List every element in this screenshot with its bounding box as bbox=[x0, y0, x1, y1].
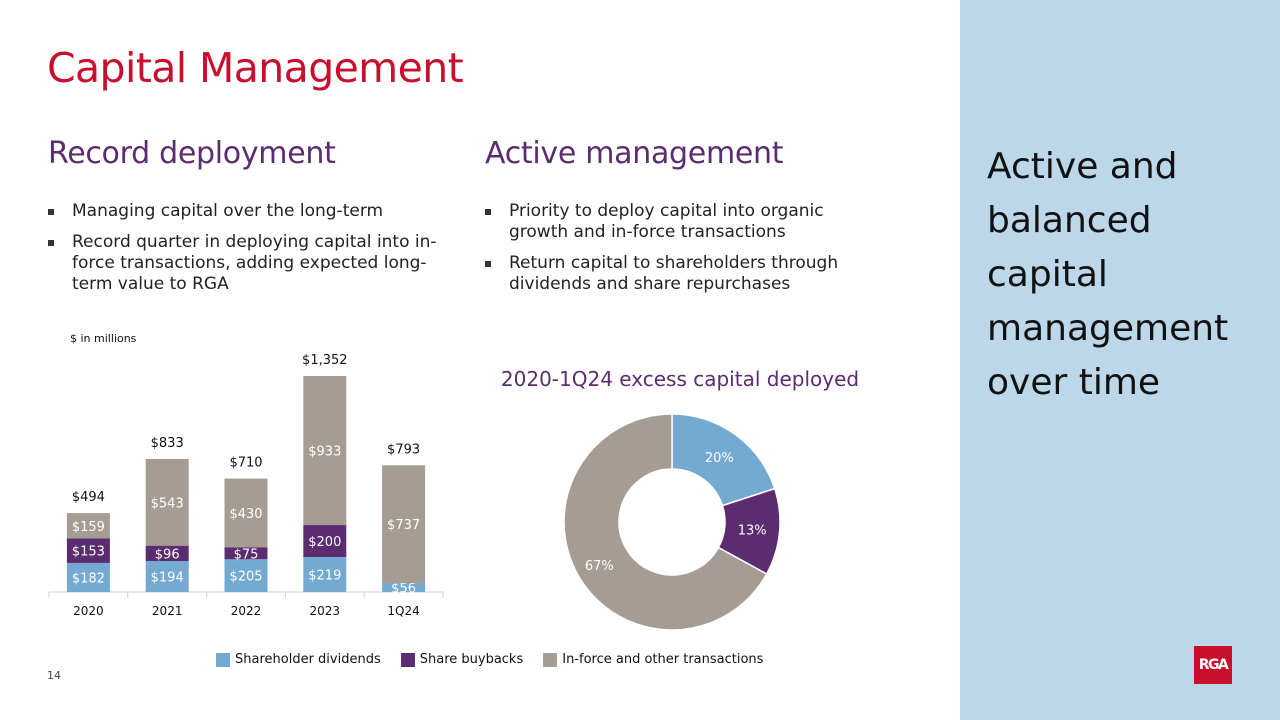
x-tick-label: 1Q24 bbox=[387, 604, 419, 618]
bar-segment bbox=[303, 376, 347, 526]
list-item: Priority to deploy capital into organic … bbox=[485, 201, 885, 243]
bar-data-label: $182 bbox=[72, 571, 105, 586]
bar-segment bbox=[66, 538, 110, 563]
donut-slice-label: 20% bbox=[705, 451, 734, 466]
bar-data-label: $430 bbox=[229, 507, 262, 522]
legend-item-inforce: In-force and other transactions bbox=[543, 652, 763, 667]
side-panel bbox=[960, 0, 1280, 720]
list-item: Record quarter in deploying capital into… bbox=[48, 232, 453, 295]
stacked-bar-chart: $182 $153 $159 $494 2020 $194 $96 $543 $833 2021 $… bbox=[48, 353, 444, 618]
bar-segment bbox=[224, 478, 268, 548]
donut-slice bbox=[671, 413, 776, 507]
x-tick-label: 2021 bbox=[152, 604, 183, 618]
legend-swatch bbox=[216, 652, 230, 667]
bullet-square-icon bbox=[485, 261, 491, 267]
bar-total-label: $833 bbox=[151, 436, 184, 451]
bar-data-label: $219 bbox=[308, 569, 341, 584]
donut-slice bbox=[563, 413, 768, 631]
bar-total-label: $494 bbox=[72, 490, 105, 505]
legend-label: Shareholder dividends bbox=[235, 652, 381, 667]
bullet-text: Managing capital over the long-term bbox=[72, 201, 384, 221]
legend-swatch bbox=[400, 652, 415, 667]
page-title: Capital Management bbox=[47, 44, 464, 92]
bullet-text: Return capital to shareholders through d… bbox=[509, 253, 839, 294]
bar-data-label: $153 bbox=[72, 545, 105, 560]
list-item: Return capital to shareholders through d… bbox=[485, 253, 885, 295]
bar-segment bbox=[224, 559, 268, 592]
bar-segment bbox=[382, 583, 426, 592]
chart-legend: Shareholder dividends Share buybacks In-… bbox=[216, 652, 763, 667]
bullet-text: Priority to deploy capital into organic … bbox=[509, 201, 824, 242]
x-tick-label: 2020 bbox=[73, 604, 104, 618]
bar-data-label: $194 bbox=[151, 571, 184, 586]
bar-data-label: $75 bbox=[234, 547, 259, 562]
middle-heading: Active management bbox=[485, 136, 784, 171]
units-label: $ in millions bbox=[70, 332, 137, 345]
bar-segment bbox=[145, 545, 189, 562]
bar-segment bbox=[145, 561, 189, 592]
bar-segment bbox=[303, 557, 347, 592]
donut-slice-label: 67% bbox=[585, 559, 614, 574]
bar-total-label: $793 bbox=[387, 442, 420, 457]
left-bullet-list: Managing capital over the long-term Reco… bbox=[48, 201, 453, 305]
bar-segment bbox=[66, 562, 110, 592]
bullet-square-icon bbox=[48, 209, 54, 215]
page-number: 14 bbox=[47, 669, 61, 682]
list-item: Managing capital over the long-term bbox=[48, 201, 453, 222]
legend-item-buybacks: Share buybacks bbox=[400, 652, 524, 667]
bar-segment bbox=[145, 458, 189, 546]
bar-segment bbox=[382, 465, 426, 584]
bar-data-label: $56 bbox=[391, 582, 416, 597]
legend-label: Share buybacks bbox=[419, 652, 524, 667]
bar-segment bbox=[224, 547, 268, 560]
bar-total-label: $1,352 bbox=[302, 353, 348, 368]
bar-total-label: $710 bbox=[229, 456, 262, 471]
left-heading: Record deployment bbox=[48, 136, 336, 171]
bullet-square-icon bbox=[48, 240, 54, 246]
bullet-square-icon bbox=[485, 209, 491, 215]
bar-data-label: $200 bbox=[308, 535, 341, 550]
side-panel-text: Active and balanced capital management o… bbox=[987, 146, 1229, 403]
legend-label: In-force and other transactions bbox=[562, 652, 764, 667]
bar-data-label: $159 bbox=[72, 520, 105, 535]
rga-logo: RGA bbox=[1194, 646, 1232, 684]
pie-chart-title: 2020-1Q24 excess capital deployed bbox=[500, 367, 860, 391]
bullet-text: Record quarter in deploying capital into… bbox=[72, 232, 437, 294]
bar-data-label: $205 bbox=[229, 570, 262, 585]
x-tick-label: 2023 bbox=[310, 604, 341, 618]
bar-segment bbox=[66, 513, 110, 539]
bar-segment bbox=[303, 525, 347, 558]
middle-bullet-list: Priority to deploy capital into organic … bbox=[485, 201, 885, 305]
legend-swatch bbox=[543, 652, 558, 667]
bar-data-label: $737 bbox=[387, 518, 420, 533]
bar-data-label: $543 bbox=[151, 496, 184, 511]
donut-slice-label: 13% bbox=[738, 524, 767, 539]
donut-chart: 20% 13% 67% bbox=[563, 413, 781, 631]
x-tick-label: 2022 bbox=[231, 604, 262, 618]
bar-data-label: $96 bbox=[155, 547, 180, 562]
legend-item-dividends: Shareholder dividends bbox=[216, 652, 381, 667]
bar-data-label: $933 bbox=[308, 445, 341, 460]
